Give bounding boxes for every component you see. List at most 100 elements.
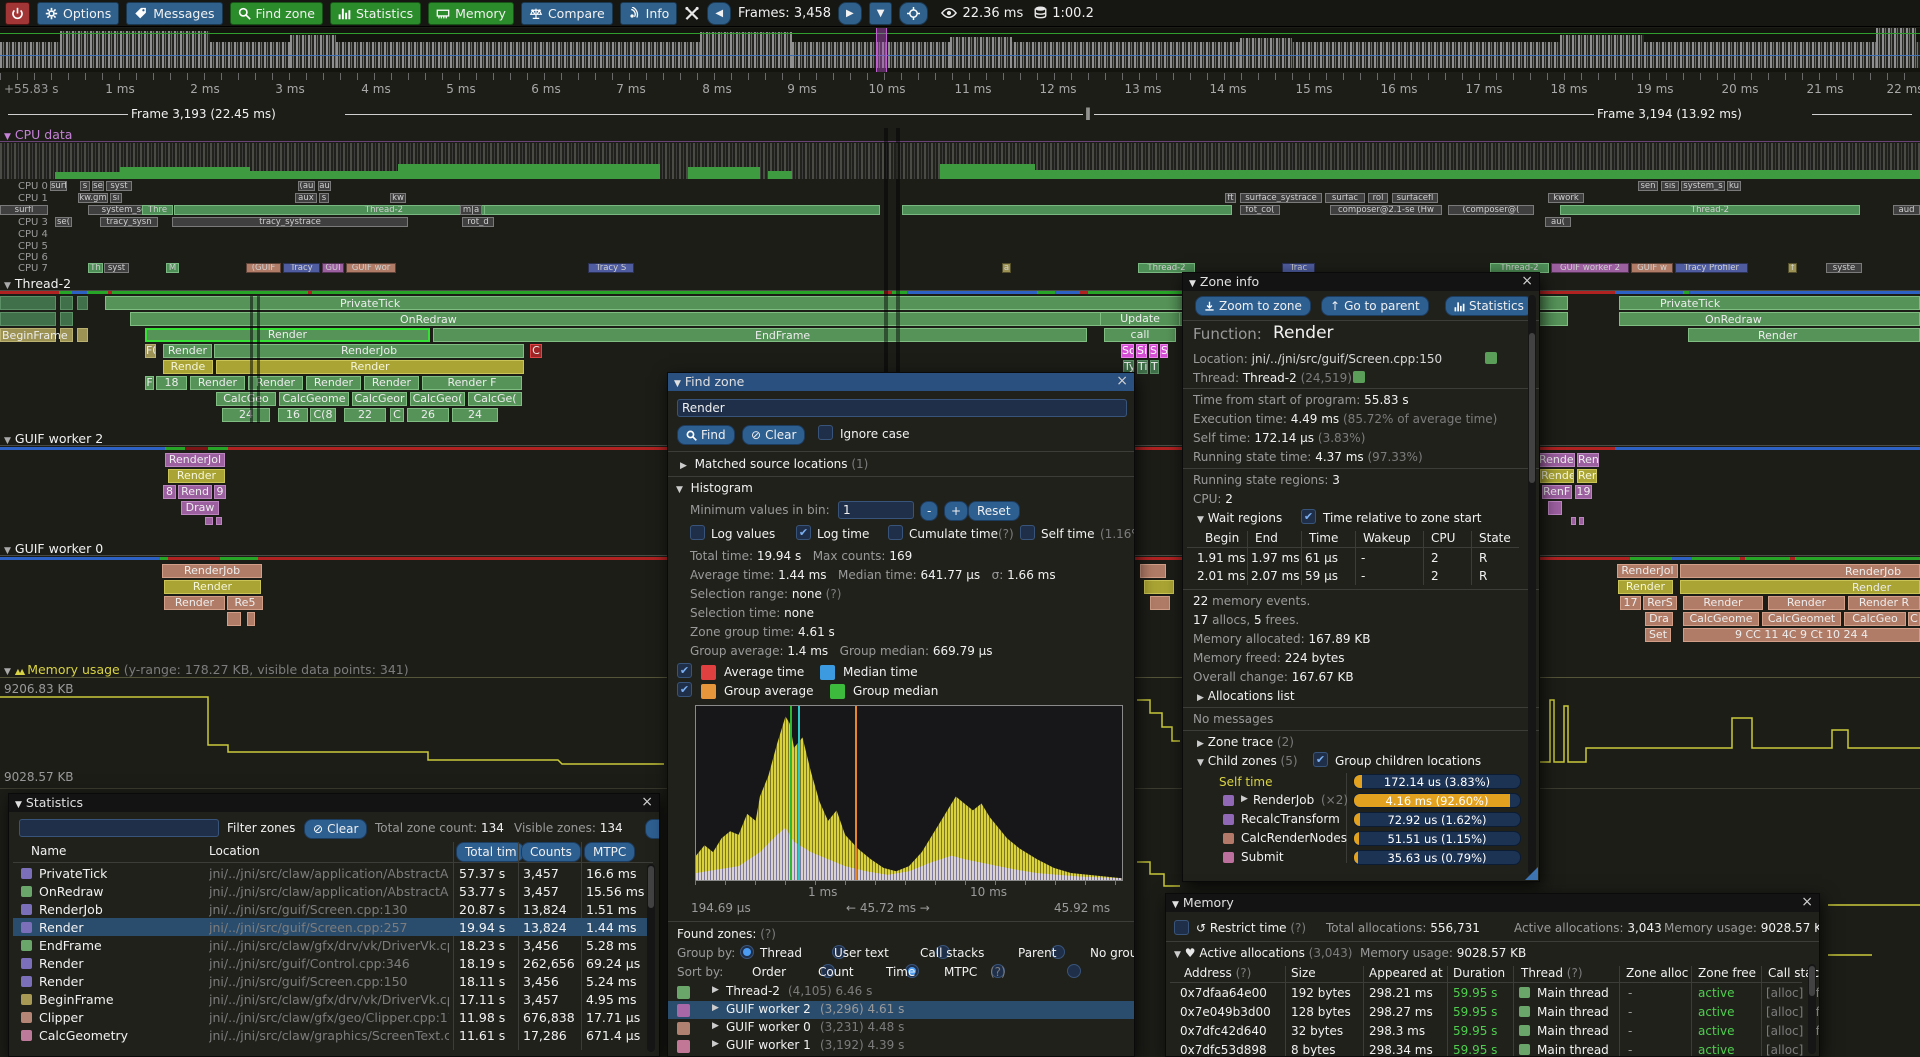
close-icon[interactable]: × [1116,373,1128,389]
zone[interactable] [1619,296,1920,310]
statistics-window[interactable]: ▼ Statistics × Filter zones ⊘ Clear Total … [8,793,660,1057]
zone[interactable]: Render F [422,376,522,390]
filter-zones-input[interactable] [19,819,219,837]
wait-regions-label[interactable]: Wait regions [1207,511,1283,525]
thread2-row-1[interactable]: PrivateTick PrivateTick [0,296,1920,311]
calcrendernodes-bar[interactable]: 51.51 us (1.15%) [1353,831,1521,846]
zone[interactable]: CalcGeome [1683,612,1759,626]
cpu-row-5[interactable]: CPU 5 [0,241,1920,252]
zone[interactable]: C(8 [310,408,336,422]
zone[interactable]: Render [164,580,261,594]
zone[interactable] [227,612,241,626]
options-button[interactable]: Options [37,1,120,25]
child-recalctransform[interactable]: RecalcTransform [1241,812,1340,826]
tools-icon[interactable] [684,6,700,21]
reset-button[interactable]: Reset [968,501,1020,521]
zone-statistics-button[interactable]: Statistics [1445,296,1533,316]
statistics-scrollbar[interactable] [647,864,655,1052]
child-submit[interactable]: Submit [1241,850,1284,864]
zone[interactable]: Render R [1848,596,1920,610]
zone[interactable]: 17 [1620,596,1641,610]
cpu-row-0[interactable]: CPU 0 surf s se syst (au au sen sis system_s ku [18,181,1741,192]
table-row-selected[interactable]: Render jni/../jni/src/guif/Screen.cpp:257… [9,919,649,937]
zone[interactable] [205,517,213,525]
zone[interactable]: RenFF [1542,485,1572,499]
alloc-row[interactable]: 0x7dfc42d640 32 bytes 298.3 ms 59.95 s Main … [1180,1024,1819,1038]
sortby-time-radio[interactable] [990,964,1005,978]
zone[interactable] [1680,564,1920,578]
cpu-row-3[interactable]: CPU 3 se(tracy_sysn tracy_systrace rot_d au… [0,217,1920,228]
table-row[interactable]: BeginFrame jni/../jni/src/claw/gfx/drv/vk… [9,991,649,1009]
thread2-row-2[interactable]: OnRedraw Update OnRedraw [0,312,1920,327]
worker0-row-4[interactable]: Dra CalcGeome CalcGeomet CalcGeo C [0,612,1920,627]
zone[interactable]: 24 [222,408,270,422]
zone[interactable] [433,328,1087,342]
find-button[interactable]: Find [677,425,735,445]
col-mtpc-sort[interactable]: MTPC [584,842,636,862]
cpu-row-4[interactable]: CPU 4 [0,229,1920,240]
collapse-icon[interactable]: ▼ [676,485,683,495]
col-thread[interactable]: Thread [1521,966,1563,980]
col-total-time-sort[interactable]: Total tim [456,842,524,862]
zone[interactable]: Set [1645,628,1671,642]
cumulate-time-checkbox[interactable] [888,525,903,540]
table-row[interactable]: PrivateTick jni/../jni/src/claw/applicati… [9,865,649,883]
messages-button[interactable]: Messages [126,1,223,25]
zone[interactable] [1144,580,1174,594]
recalctransform-bar[interactable]: 72.92 us (1.62%) [1353,812,1521,827]
filter-clear-button[interactable]: ⊘ Clear [304,819,368,839]
help-hint[interactable]: (?) [998,527,1014,541]
worker2-row-4[interactable]: Draw [0,501,1920,516]
info-button[interactable]: Info [619,1,678,25]
thread-value[interactable]: Thread-2 [1242,371,1297,385]
zone[interactable] [1140,564,1166,578]
self-time-bar[interactable]: 172.14 us (3.83%) [1353,774,1521,789]
frame-mode-button[interactable]: ▼ [868,1,893,25]
clear-button[interactable]: ⊘ Clear [742,425,806,445]
zone[interactable]: Render [364,376,419,390]
zone[interactable] [1688,328,1920,342]
zone[interactable]: RenderJ [1538,453,1575,467]
zone[interactable]: RenderJol [165,453,225,467]
zone-info-titlebar[interactable]: ▼ Zone info × [1183,273,1539,291]
zone[interactable]: Si [1136,344,1147,358]
zone[interactable] [1579,517,1584,525]
col-call-stack[interactable]: Call stack [1768,966,1819,980]
zone[interactable] [1619,312,1920,326]
zone[interactable]: RerS [1643,596,1677,610]
thread2-row-4[interactable]: F0 Render RenderJob C Sc Si S S [145,344,1168,358]
zone[interactable]: Render [306,376,361,390]
col-wakeup[interactable]: Wakeup [1363,531,1411,545]
memory-button[interactable]: Memory [428,1,514,25]
worker0-row-5[interactable]: Set 9 CC 11 4C 9 Ct 10 24 4 [0,628,1920,643]
alloc-row[interactable]: 0x7e049b3d00 128 bytes 298.27 ms 59.95 s Mai… [1180,1005,1819,1019]
alloc-row[interactable]: 0x7dfc53d898 8 bytes 298.34 ms 59.95 s Main … [1180,1043,1804,1057]
groupby-parent-radio[interactable] [1051,945,1066,959]
col-appeared[interactable]: Appeared at [1369,966,1443,980]
expand-icon[interactable]: ▶ [1197,693,1204,703]
group-row-selected[interactable]: ▶ GUIF worker 2 (3,296) 4.61 s [668,1001,1134,1019]
prev-frame-button[interactable]: ◀ [707,1,732,25]
col-address[interactable]: Address [1184,966,1232,980]
group-row[interactable]: ▶ GUIF worker 0 (3,231) 4.48 s [668,1019,1134,1037]
zone[interactable]: C [530,344,542,358]
zone[interactable]: CalcGeo [1844,612,1906,626]
zone[interactable]: CalcGeor [352,392,407,406]
zone[interactable]: 22 [344,408,386,422]
col-zone-alloc[interactable]: Zone alloc [1626,966,1689,980]
next-frame-button[interactable]: ▶ [838,1,862,25]
frame-overview[interactable] [0,28,1920,72]
child-zones[interactable]: Child zones [1207,754,1277,768]
zone[interactable]: Render [1768,596,1845,610]
zone[interactable]: S [1149,344,1158,358]
zone-trace[interactable]: Zone trace [1207,735,1274,749]
time-ruler[interactable]: +55.83 s 1 ms 2 ms 3 ms 4 ms 5 ms 6 ms 7… [0,73,1920,101]
zone[interactable]: Render [1683,596,1763,610]
col-duration[interactable]: Duration [1453,966,1506,980]
zoom-to-zone-button[interactable]: Zoom to zone [1195,296,1311,316]
zone[interactable]: CalcGe( [468,392,522,406]
cpu-data-header[interactable]: ▼ CPU data [4,127,72,142]
find-zone-window[interactable]: ▼ Find zone × Find ⊘Clear Ignore case ▶ M… [667,372,1135,1057]
worker2-row-5[interactable] [0,517,1920,526]
worker2-row-2[interactable]: Render Render Ren. [0,469,1920,484]
